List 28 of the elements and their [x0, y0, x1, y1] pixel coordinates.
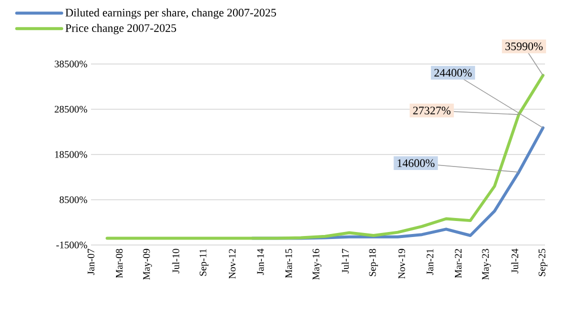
- x-tick-label: Jul-10: [172, 248, 180, 274]
- y-tick-label: -1500%: [56, 242, 88, 248]
- x-tick-label: Jan-14: [257, 248, 264, 275]
- legend-label: Price change 2007-2025: [66, 24, 176, 34]
- x-tick-label: May-16: [312, 248, 322, 280]
- x-tick-label: Sep-25: [538, 248, 548, 276]
- x-tick-label: May-23: [482, 248, 491, 280]
- x-tick-label: Jul-24: [511, 248, 518, 274]
- data-label: 27327%: [413, 106, 450, 114]
- y-tick-label: 28500%: [54, 106, 88, 113]
- data-label: 24400%: [434, 68, 472, 77]
- x-tick-label: Sep-18: [369, 248, 378, 276]
- x-tick-label: Nov-19: [398, 248, 406, 279]
- y-tick-label: 18500%: [55, 151, 88, 158]
- x-tick-label: Jul-17: [342, 248, 349, 274]
- legend-label: Diluted earnings per share, change 2007-2025: [66, 8, 276, 19]
- x-tick-label: Mar-08: [116, 248, 123, 278]
- data-label: 14600%: [398, 159, 434, 168]
- y-tick-label: 8500%: [60, 196, 88, 204]
- x-tick-label: Mar-22: [454, 249, 462, 278]
- data-label: 35990%: [505, 42, 543, 50]
- y-tick-label: 38500%: [54, 60, 88, 68]
- x-tick-label: Sep-11: [200, 249, 208, 276]
- x-tick-label: Jan-21: [426, 249, 434, 275]
- x-tick-label: May-09: [143, 248, 152, 280]
- x-tick-label: Mar-15: [285, 248, 292, 278]
- x-tick-label: Jan-07: [88, 248, 94, 275]
- x-tick-label: Nov-12: [228, 249, 236, 279]
